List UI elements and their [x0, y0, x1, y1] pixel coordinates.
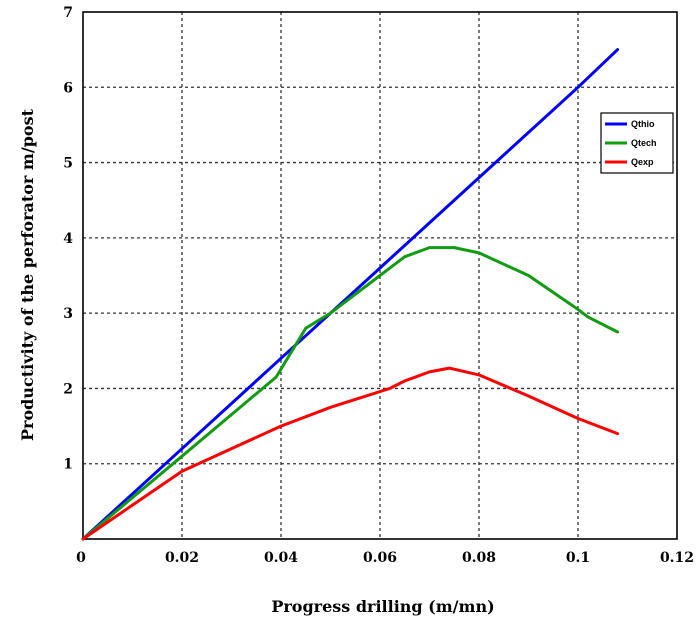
x-tick-label-0: 0 — [76, 550, 86, 566]
y-tick-label-2: 3 — [63, 306, 73, 322]
y-tick-label-1: 2 — [63, 381, 73, 397]
x-tick-label-2: 0.04 — [264, 550, 298, 566]
legend: Qthio Qtech Qexp — [601, 113, 673, 173]
y-tick-label-3: 4 — [63, 231, 73, 247]
y-tick-label-6: 7 — [63, 5, 73, 21]
series-layer — [83, 50, 618, 539]
x-tick-label-5: 0.1 — [566, 550, 590, 566]
x-tick-label-1: 0.02 — [165, 550, 199, 566]
y-tick-label-5: 6 — [63, 80, 73, 96]
x-tick-label-6: 0.12 — [660, 550, 694, 566]
legend-label-qexp: Qexp — [631, 157, 654, 167]
tick-labels: 0 0.02 0.04 0.06 0.08 0.1 0.12 1 2 3 4 5 6 7 — [63, 5, 694, 566]
y-tick-label-4: 5 — [63, 156, 73, 172]
series-line-qtech — [83, 248, 618, 539]
y-tick-label-0: 1 — [63, 457, 73, 473]
y-axis-title: Productivity of the perforator m/post — [18, 108, 37, 441]
legend-label-qthio: Qthio — [631, 119, 655, 129]
series-line-qexp — [83, 368, 618, 539]
x-tick-label-4: 0.08 — [462, 550, 496, 566]
x-axis-title: Progress drilling (m/mn) — [271, 597, 494, 616]
legend-label-qtech: Qtech — [631, 138, 657, 148]
series-line-qthio — [83, 50, 618, 539]
x-tick-label-3: 0.06 — [363, 550, 397, 566]
